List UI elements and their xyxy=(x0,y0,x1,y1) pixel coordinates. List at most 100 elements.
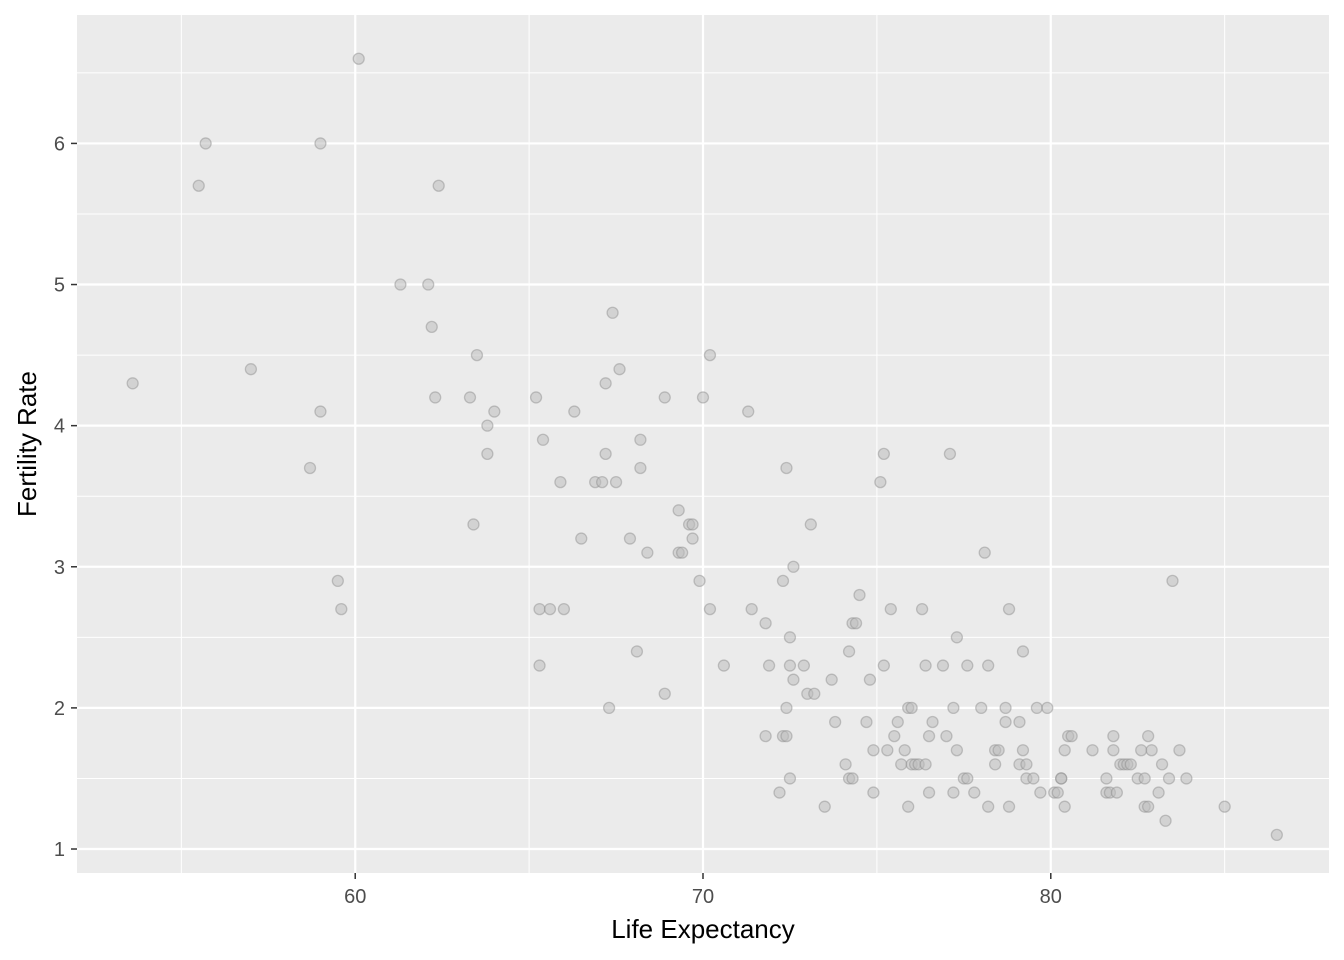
data-point xyxy=(481,419,494,432)
data-point xyxy=(773,786,786,799)
x-axis: 60 70 80 xyxy=(344,873,1062,908)
data-point xyxy=(599,377,612,390)
y-tick-label: 6 xyxy=(54,133,65,155)
data-point xyxy=(192,179,205,192)
data-point xyxy=(199,137,212,150)
data-point xyxy=(936,659,950,672)
data-point xyxy=(543,602,557,616)
data-point xyxy=(609,475,623,489)
data-point xyxy=(1034,786,1047,799)
data-point xyxy=(825,673,838,686)
data-point xyxy=(331,574,344,588)
data-point xyxy=(606,306,619,319)
data-point xyxy=(780,701,793,715)
data-point xyxy=(554,475,567,489)
data-point xyxy=(533,602,546,616)
data-point xyxy=(742,405,755,418)
data-point xyxy=(1030,701,1044,715)
data-point xyxy=(703,348,717,362)
data-point xyxy=(1138,772,1151,785)
data-point xyxy=(926,715,939,729)
data-point xyxy=(867,744,880,757)
data-point xyxy=(602,701,616,715)
data-point xyxy=(915,602,929,616)
data-point xyxy=(780,461,793,475)
data-point xyxy=(999,701,1012,715)
data-point xyxy=(1152,786,1165,799)
data-point xyxy=(672,504,685,517)
data-point xyxy=(940,729,953,743)
data-point xyxy=(783,772,797,785)
data-point xyxy=(1155,758,1169,771)
data-point xyxy=(394,278,407,291)
data-point xyxy=(557,602,571,616)
data-point xyxy=(919,758,932,771)
data-point xyxy=(947,701,960,715)
data-point xyxy=(1142,800,1155,813)
data-point xyxy=(634,433,647,446)
major-gridlines xyxy=(77,15,1329,873)
data-point xyxy=(1027,772,1040,785)
data-point xyxy=(641,546,654,559)
data-point xyxy=(429,391,442,404)
data-point xyxy=(693,574,706,588)
data-point xyxy=(1016,645,1030,658)
data-point xyxy=(717,659,731,672)
data-point xyxy=(860,715,873,729)
data-point xyxy=(884,602,897,616)
data-point xyxy=(1142,729,1155,743)
x-axis-title: Life Expectancy xyxy=(611,914,795,944)
y-axis-title: Fertility Rate xyxy=(12,371,42,517)
data-point xyxy=(244,363,258,376)
data-point xyxy=(888,729,901,743)
data-point xyxy=(488,405,501,418)
data-point xyxy=(1055,772,1068,785)
data-point xyxy=(891,715,904,729)
data-point xyxy=(1145,744,1158,757)
data-point xyxy=(898,744,911,757)
data-point xyxy=(943,447,957,461)
data-point xyxy=(797,659,811,672)
data-point xyxy=(686,518,699,531)
data-point xyxy=(1159,814,1172,827)
data-point xyxy=(818,800,831,813)
data-point xyxy=(950,631,964,644)
data-point xyxy=(783,631,797,644)
data-point xyxy=(1166,574,1179,588)
data-point xyxy=(992,744,1005,757)
data-point xyxy=(877,447,890,461)
data-point xyxy=(568,405,581,418)
data-point xyxy=(1086,744,1099,757)
data-point xyxy=(1107,744,1120,757)
data-point xyxy=(1013,715,1026,729)
data-point xyxy=(470,348,484,362)
data-point xyxy=(787,673,800,686)
data-point xyxy=(303,461,317,475)
data-point xyxy=(1058,800,1071,813)
data-point xyxy=(1100,772,1113,785)
data-point xyxy=(759,729,772,743)
data-point xyxy=(1218,800,1231,813)
data-point xyxy=(686,532,699,545)
data-point xyxy=(808,687,821,700)
data-point xyxy=(703,602,717,616)
data-point xyxy=(922,786,936,799)
data-point xyxy=(481,447,494,461)
data-point xyxy=(533,659,546,672)
data-point xyxy=(759,617,772,630)
x-tick-label: 60 xyxy=(344,886,366,908)
data-point xyxy=(902,800,915,813)
data-point xyxy=(874,475,887,489)
data-point xyxy=(762,659,776,672)
data-point xyxy=(467,518,480,531)
y-tick-label: 5 xyxy=(54,275,65,297)
data-point xyxy=(950,744,964,757)
y-tick-label: 3 xyxy=(54,557,65,579)
data-point xyxy=(776,574,790,588)
data-point xyxy=(895,758,908,771)
data-point xyxy=(982,659,995,672)
data-point xyxy=(675,546,689,559)
data-point xyxy=(780,729,793,743)
data-point xyxy=(1162,772,1176,785)
